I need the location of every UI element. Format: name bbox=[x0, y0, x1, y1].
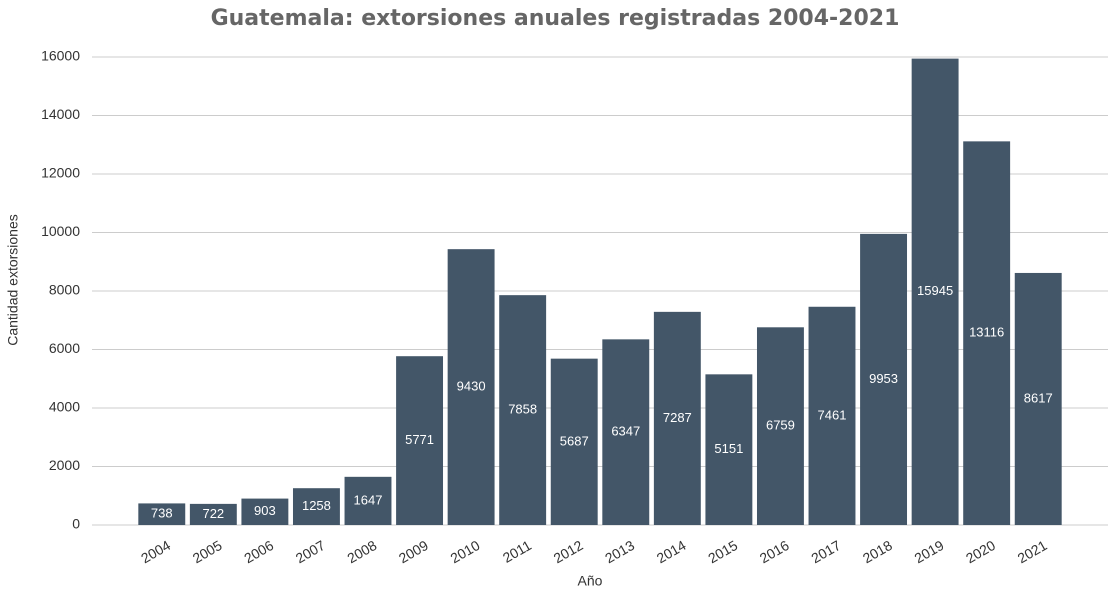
bar bbox=[447, 249, 495, 526]
bar bbox=[138, 503, 186, 525]
bar bbox=[344, 476, 392, 525]
value-label: 6347 bbox=[611, 424, 640, 439]
value-label: 5771 bbox=[405, 432, 434, 447]
bar bbox=[550, 358, 598, 525]
y-tick-label: 14000 bbox=[41, 106, 80, 122]
bar bbox=[860, 233, 908, 525]
value-label: 9430 bbox=[457, 379, 486, 394]
x-tick-label: 2019 bbox=[911, 537, 946, 567]
x-tick-label: 2010 bbox=[447, 537, 482, 567]
x-tick-label: 2016 bbox=[757, 537, 792, 567]
bar bbox=[756, 327, 804, 525]
value-label: 738 bbox=[151, 506, 173, 521]
x-tick-label: 2021 bbox=[1015, 537, 1050, 567]
x-tick-label: 2017 bbox=[808, 537, 843, 567]
x-tick-label: 2018 bbox=[860, 537, 895, 567]
bar bbox=[602, 339, 650, 525]
y-tick-label: 2000 bbox=[49, 457, 80, 473]
x-tick-label: 2007 bbox=[293, 537, 328, 567]
x-axis-title: Año bbox=[578, 573, 603, 589]
y-tick-label: 10000 bbox=[41, 223, 80, 239]
value-label: 5687 bbox=[560, 433, 589, 448]
bar bbox=[396, 356, 444, 525]
value-label: 9953 bbox=[869, 371, 898, 386]
value-label: 1647 bbox=[354, 492, 383, 507]
value-label: 722 bbox=[202, 506, 224, 521]
bar bbox=[705, 374, 753, 525]
value-label: 6759 bbox=[766, 418, 795, 433]
x-tick-label: 2006 bbox=[241, 537, 276, 567]
value-label: 15945 bbox=[917, 283, 953, 298]
y-tick-label: 6000 bbox=[49, 340, 80, 356]
x-tick-label: 2012 bbox=[551, 537, 586, 567]
value-label: 8617 bbox=[1024, 390, 1053, 405]
bar bbox=[292, 488, 340, 525]
value-label: 13116 bbox=[969, 325, 1004, 340]
y-tick-label: 0 bbox=[72, 516, 80, 532]
value-label: 7287 bbox=[663, 410, 692, 425]
x-tick-label: 2020 bbox=[963, 537, 998, 567]
x-tick-label: 2004 bbox=[138, 537, 173, 567]
value-label: 7461 bbox=[818, 407, 847, 422]
value-label: 1258 bbox=[302, 498, 331, 513]
x-tick-label: 2015 bbox=[705, 537, 740, 567]
y-tick-label: 4000 bbox=[49, 399, 80, 415]
y-tick-label: 12000 bbox=[41, 165, 80, 181]
chart-title: Guatemala: extorsiones anuales registrad… bbox=[211, 6, 900, 31]
bar bbox=[189, 503, 237, 525]
x-tick-label: 2009 bbox=[396, 537, 431, 567]
x-tick-label: 2005 bbox=[190, 537, 225, 567]
bar bbox=[911, 58, 959, 525]
bar bbox=[963, 141, 1011, 525]
x-tick-label: 2014 bbox=[654, 537, 689, 567]
x-tick-label: 2011 bbox=[500, 537, 534, 566]
value-label: 5151 bbox=[714, 441, 743, 456]
value-label: 903 bbox=[254, 503, 276, 518]
bar bbox=[808, 306, 856, 525]
bar bbox=[653, 311, 701, 525]
bar bbox=[1014, 272, 1062, 525]
y-axis-title: Cantidad extorsiones bbox=[5, 214, 21, 346]
x-tick-label: 2008 bbox=[344, 537, 379, 567]
value-label: 7858 bbox=[508, 402, 537, 417]
y-tick-label: 8000 bbox=[49, 282, 80, 298]
bar bbox=[241, 498, 289, 525]
bar bbox=[499, 295, 547, 525]
y-tick-label: 16000 bbox=[41, 48, 80, 64]
x-tick-label: 2013 bbox=[602, 537, 637, 567]
